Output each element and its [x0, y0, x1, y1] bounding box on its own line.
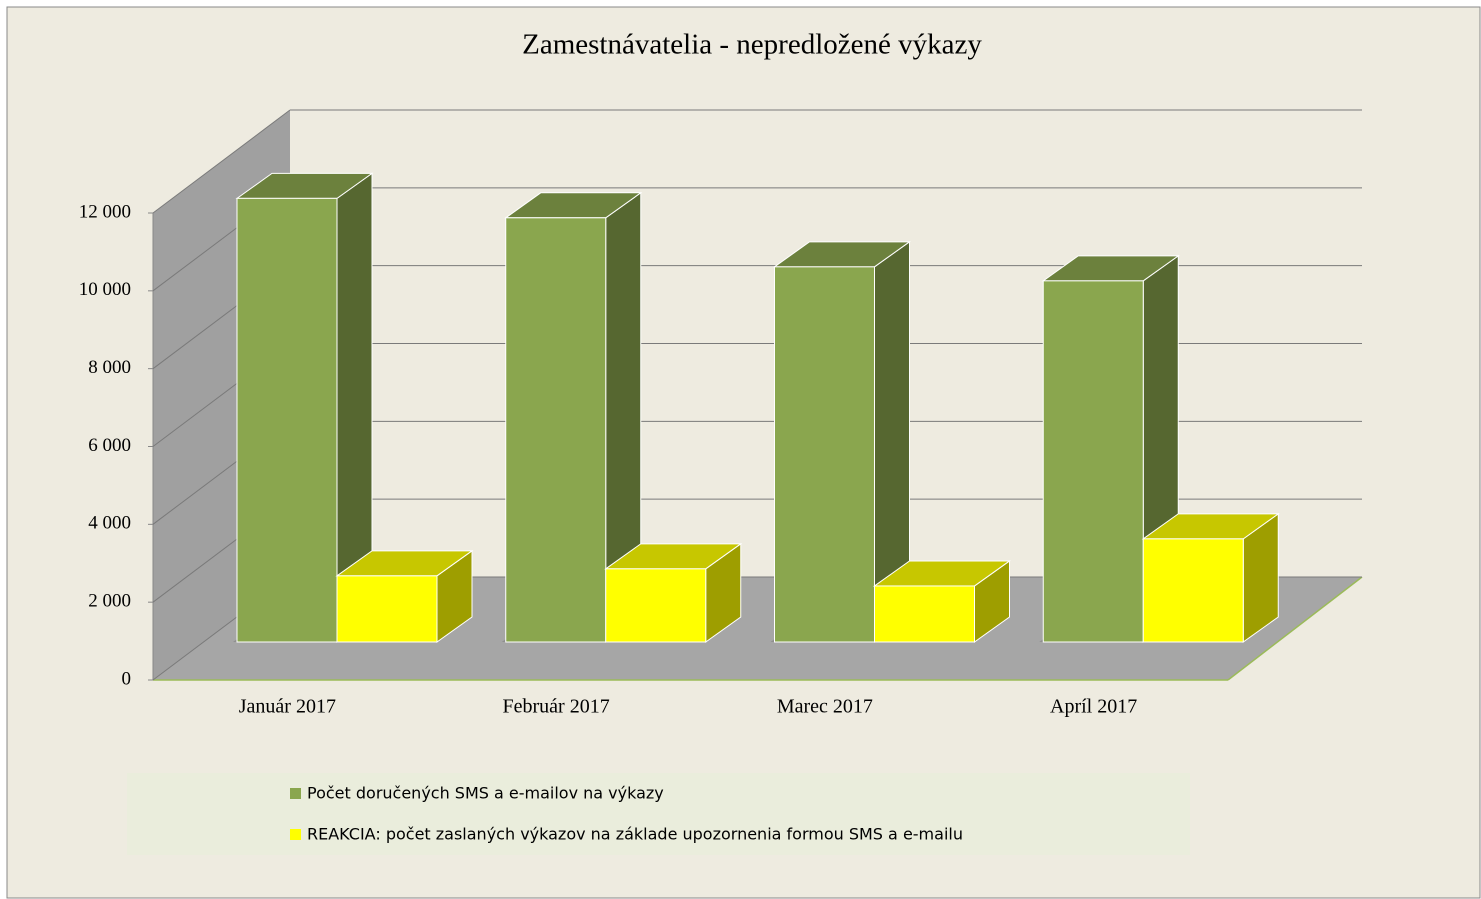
y-tick-label: 4 000: [88, 513, 131, 534]
x-tick-label: Marec 2017: [777, 696, 873, 718]
y-tick-label: 10 000: [79, 279, 131, 300]
bar: [1142, 538, 1244, 643]
chart-title: Zamestnávatelia - nepredložené výkazy: [522, 29, 982, 61]
bar: [1042, 280, 1144, 643]
y-tick-label: 2 000: [88, 591, 131, 612]
x-tick-label: Február 2017: [503, 696, 610, 718]
bar: [505, 217, 607, 643]
legend-swatch: [290, 788, 301, 799]
bar: [236, 197, 338, 643]
bar: [774, 266, 875, 643]
floor-edge: [1227, 576, 1363, 681]
y-tick-label: 8 000: [88, 357, 131, 378]
bar: [874, 585, 975, 643]
legend-label: REAKCIA: počet zaslaných výkazov na zákl…: [307, 825, 963, 844]
y-tick-label: 12 000: [79, 201, 131, 222]
y-tick-label: 0: [122, 668, 132, 689]
legend: [127, 773, 1190, 855]
bar: [336, 575, 438, 643]
legend-swatch: [290, 829, 301, 840]
grid-line: [152, 109, 291, 214]
x-tick-label: Apríl 2017: [1050, 696, 1137, 718]
x-tick-label: Január 2017: [239, 696, 336, 718]
bar: [605, 568, 707, 643]
legend-label: Počet doručených SMS a e-mailov na výkaz…: [307, 784, 664, 803]
y-tick-label: 6 000: [88, 435, 131, 456]
